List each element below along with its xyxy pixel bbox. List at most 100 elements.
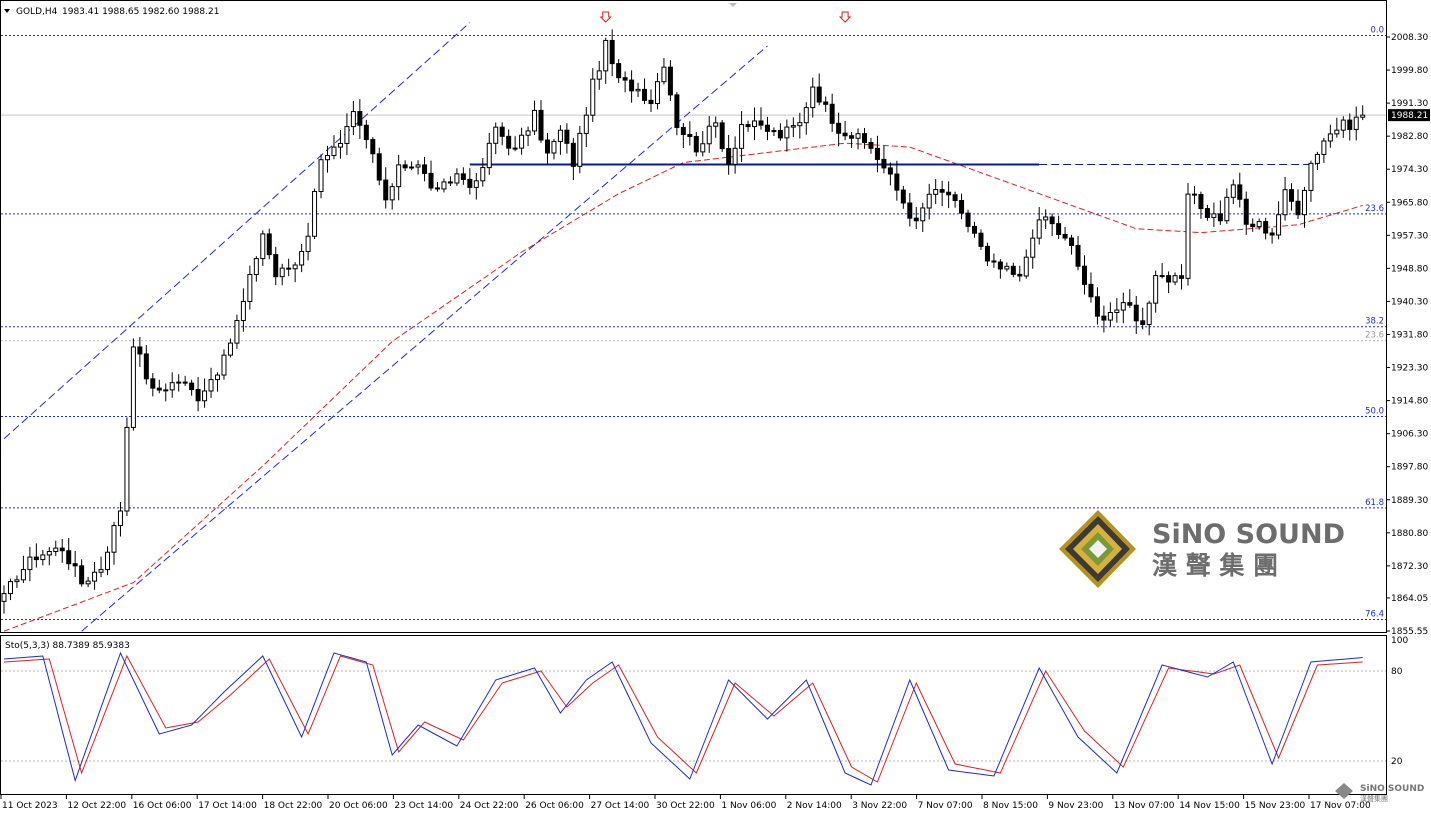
fibo-label: 76.4 — [1365, 610, 1384, 620]
candle-body — [836, 122, 842, 134]
candle-body — [1056, 223, 1062, 235]
candle-body — [959, 200, 965, 214]
candle-body — [823, 101, 829, 105]
candle-body — [538, 109, 544, 141]
candle-body — [273, 254, 279, 278]
candle-body — [1211, 213, 1217, 218]
candle-body — [227, 342, 233, 356]
candle-body — [150, 378, 156, 389]
main-pane-frame — [0, 0, 1387, 633]
candle-body — [1036, 219, 1042, 239]
channel-line — [81, 45, 768, 632]
fibo-label: 50.0 — [1365, 407, 1384, 417]
candle-body — [499, 126, 505, 137]
candle-body — [325, 154, 330, 161]
candle-body — [156, 387, 162, 391]
sino-sound-small-logo: SiNO SOUND 漢聲集團 — [1335, 783, 1424, 803]
candle-body — [143, 353, 149, 380]
time-tick-label: 11 Oct 2023 — [2, 801, 58, 811]
candle-body — [1075, 244, 1081, 267]
time-tick-label: 17 Nov 07:00 — [1310, 801, 1371, 811]
dropdown-triangle-icon[interactable] — [4, 9, 10, 13]
candle-body — [635, 88, 641, 92]
candle-body — [687, 133, 693, 137]
candle-body — [1327, 133, 1333, 142]
candle-body — [777, 130, 783, 139]
candle-body — [745, 124, 751, 128]
candle-body — [881, 158, 887, 169]
candle-body — [1010, 265, 1016, 275]
svg-text:漢聲集團: 漢聲集團 — [1360, 794, 1388, 803]
fibo-label: 0.0 — [1370, 25, 1384, 35]
candle-body — [292, 264, 298, 270]
candle-body — [318, 159, 324, 192]
candle-body — [337, 142, 343, 148]
candle-body — [169, 382, 175, 391]
candle-body — [577, 132, 583, 167]
candle-body — [124, 426, 130, 512]
candle-body — [726, 148, 732, 165]
candle-body — [557, 129, 563, 142]
current-price-box — [1388, 109, 1430, 122]
time-tick-label: 17 Oct 14:00 — [198, 801, 257, 811]
fibo-label: 23.6 — [1365, 204, 1384, 214]
candle-body — [894, 173, 900, 191]
candle-body — [991, 260, 997, 263]
candle-body — [182, 381, 188, 384]
candle-body — [376, 153, 382, 181]
candle-body — [512, 147, 518, 150]
candle-body — [1133, 304, 1139, 322]
candle-body — [1360, 114, 1366, 118]
candle-body — [907, 202, 913, 219]
price-tick-label: 1957.30 — [1391, 231, 1428, 241]
candle-body — [913, 217, 919, 222]
candle-body — [1017, 273, 1023, 277]
candle-body — [1101, 315, 1107, 321]
candle-body — [764, 124, 770, 132]
candle-body — [176, 381, 182, 384]
candle-body — [441, 181, 447, 190]
fibo-label: 38.2 — [1365, 317, 1384, 327]
candle-body — [939, 189, 945, 193]
time-tick-label: 27 Oct 14:00 — [591, 801, 650, 811]
candle-body — [1204, 208, 1210, 218]
candle-body — [46, 550, 52, 556]
candle-body — [1295, 200, 1301, 216]
stochastic-label: Sto(5,3,3) 88.7389 85.9383 — [5, 641, 130, 651]
candle-body — [117, 510, 123, 527]
candle-body — [1094, 296, 1100, 317]
candle-body — [202, 390, 208, 402]
candle-body — [1230, 184, 1236, 198]
candle-body — [357, 111, 363, 126]
candle-body — [920, 207, 926, 222]
candle-body — [253, 258, 259, 276]
candle-body — [286, 267, 292, 270]
candle-body — [590, 78, 596, 116]
candle-body — [1243, 198, 1249, 225]
price-tick-label: 1999.80 — [1391, 66, 1428, 76]
candle-body — [1081, 265, 1087, 285]
candle-body — [92, 571, 98, 582]
candle-body — [1127, 302, 1133, 306]
candle-body — [816, 86, 822, 103]
time-tick-label: 26 Oct 06:00 — [525, 801, 584, 811]
candle-body — [195, 389, 201, 402]
candle-body — [59, 547, 65, 552]
candle-body — [105, 551, 111, 571]
candle-body — [1250, 223, 1256, 228]
candle-body — [1347, 119, 1353, 130]
candle-body — [1004, 265, 1010, 270]
time-tick-label: 23 Oct 14:00 — [394, 801, 453, 811]
stochastic-level-label: 80 — [1391, 667, 1403, 677]
price-tick-label: 1880.80 — [1391, 529, 1428, 539]
candle-body — [570, 142, 576, 167]
stochastic-signal-line — [3, 654, 1363, 783]
candle-body — [700, 143, 706, 153]
candle-body — [933, 189, 939, 195]
candle-body — [784, 126, 790, 139]
candle-body — [849, 135, 855, 139]
candle-body — [27, 556, 33, 571]
price-tick-label: 1965.80 — [1391, 198, 1428, 208]
